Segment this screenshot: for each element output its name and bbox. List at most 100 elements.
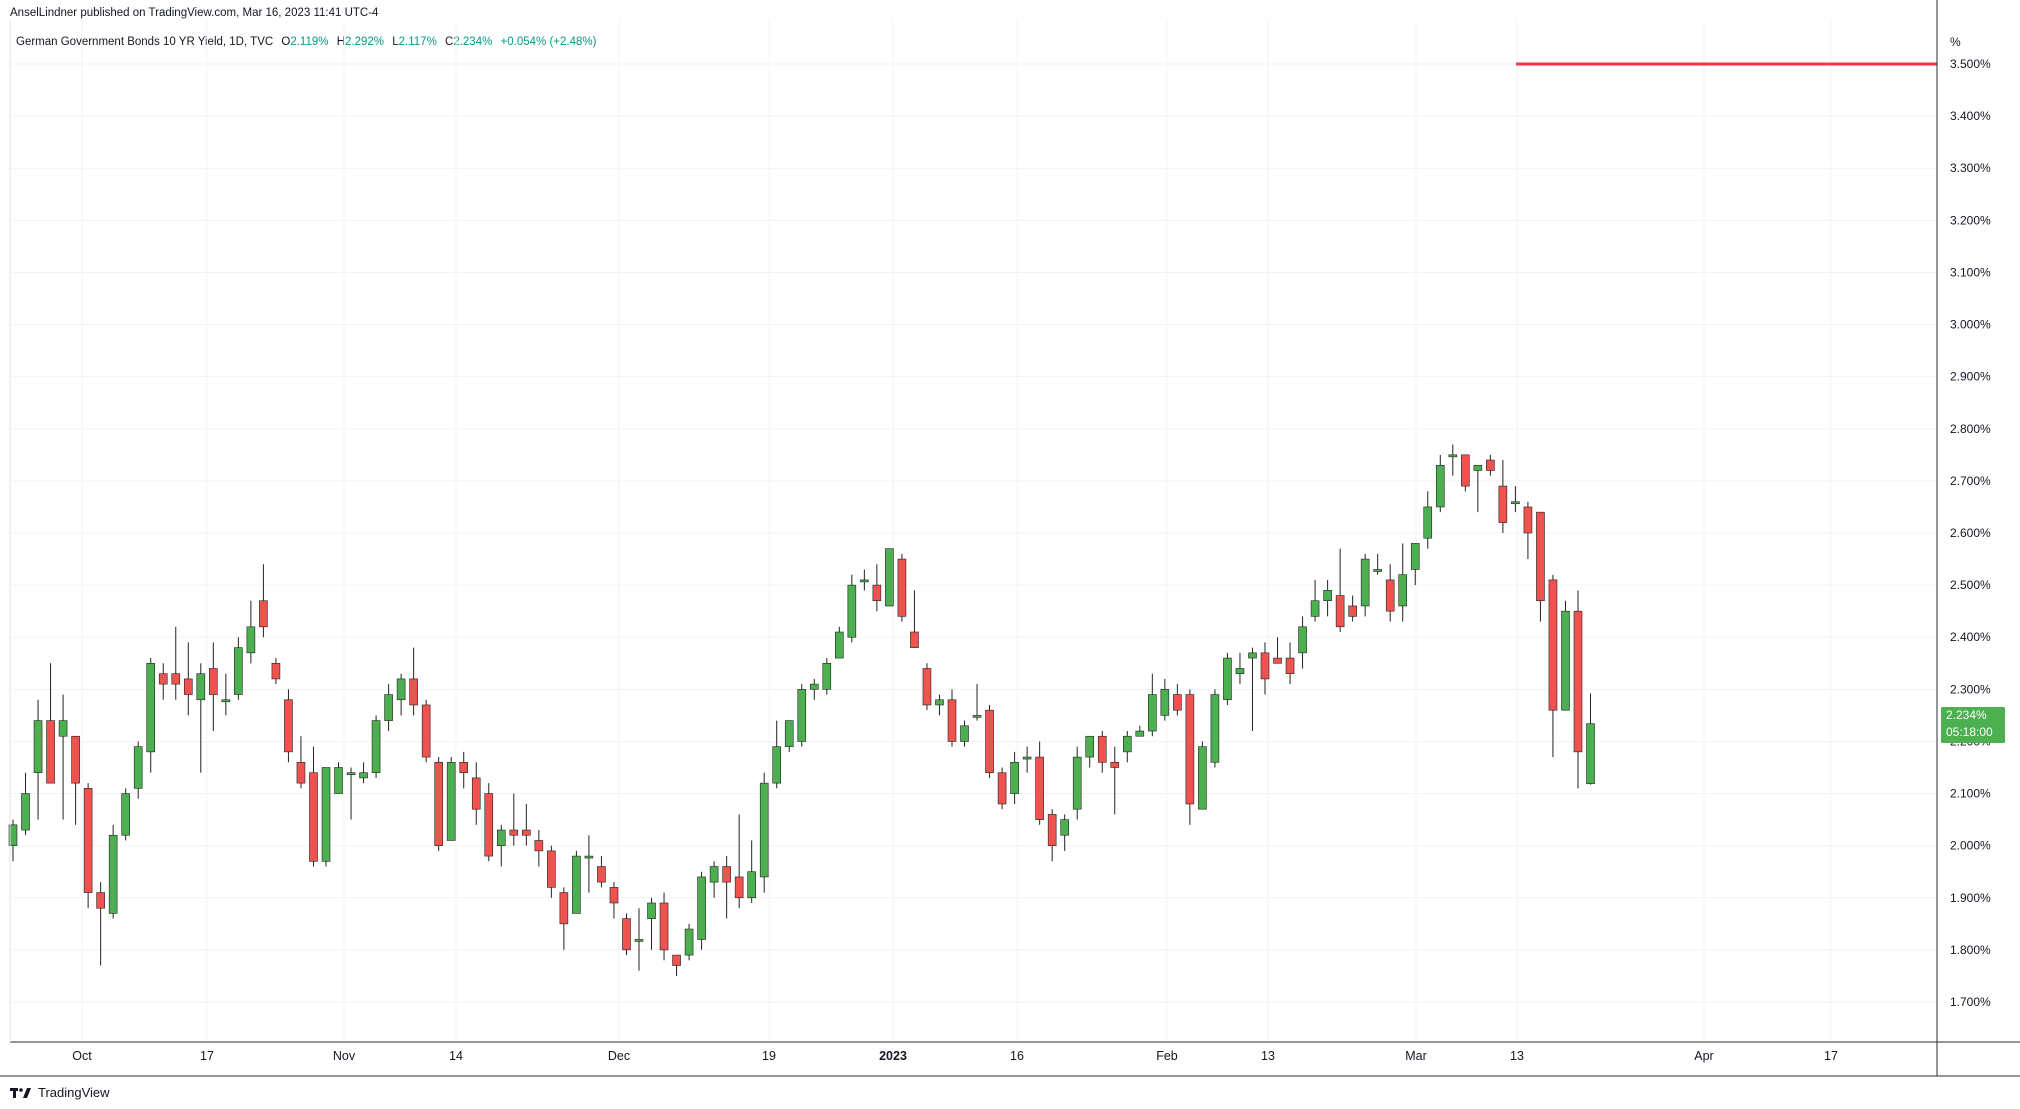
candle-body	[622, 918, 631, 951]
candle-down	[271, 658, 281, 685]
candle-down	[296, 736, 306, 789]
candle-body	[947, 699, 957, 742]
candle-body	[1210, 694, 1220, 763]
x-tick-label: 2023	[879, 1049, 907, 1063]
candle-up	[1085, 735, 1095, 768]
candle-down	[659, 892, 669, 961]
close-value: 2.234%	[453, 36, 493, 48]
candle-up	[8, 819, 18, 862]
candle-body	[547, 850, 556, 888]
candle-down	[1260, 642, 1270, 695]
candle-down	[509, 793, 519, 846]
candle-body	[1461, 454, 1470, 487]
candle-up	[809, 678, 819, 700]
change-value: +0.054% (+2.48%)	[500, 36, 597, 48]
candle-body	[1072, 756, 1082, 810]
x-tick-label: Oct	[72, 1049, 92, 1063]
candle-down	[1185, 689, 1195, 825]
candle-body	[672, 954, 681, 966]
candle-up	[196, 663, 206, 773]
candle-body	[1148, 694, 1157, 732]
candle-down	[1536, 511, 1545, 622]
candle-up	[797, 684, 807, 747]
candle-body	[1548, 579, 1558, 711]
candle-up	[33, 699, 43, 820]
candle-body	[371, 720, 381, 774]
candle-down	[158, 663, 168, 700]
candle-up	[1160, 678, 1170, 721]
low-value: 2.117%	[398, 36, 437, 48]
candle-body	[634, 939, 644, 942]
candle-up	[21, 772, 30, 836]
candle-body	[910, 631, 919, 648]
candle-body	[822, 662, 832, 690]
candle-down	[1097, 731, 1107, 773]
candle-body	[784, 720, 794, 747]
candle-body	[1435, 464, 1445, 508]
candle-body	[484, 793, 494, 857]
candle-body	[1398, 574, 1408, 607]
candle-body	[234, 647, 243, 695]
candle-down	[1047, 809, 1057, 862]
candlestick-chart[interactable]: 1.700%1.800%1.900%2.000%2.100%2.200%2.30…	[0, 0, 2020, 1080]
low-label: L	[392, 36, 399, 48]
candle-body	[196, 673, 206, 701]
candle-body	[1298, 626, 1307, 654]
candle-down	[985, 704, 994, 778]
candle-down	[1285, 642, 1295, 685]
tradingview-footer[interactable]: TradingView	[10, 1085, 110, 1100]
x-tick-label: 17	[200, 1049, 214, 1063]
y-tick-label: 2.300%	[1950, 682, 1991, 696]
open-value: 2.119%	[290, 36, 329, 48]
candle-up	[1248, 647, 1257, 732]
candle-up	[1448, 444, 1458, 476]
candle-down	[46, 663, 55, 784]
candle-body	[1173, 694, 1182, 711]
candle-up	[446, 757, 456, 841]
candle-down	[1573, 590, 1583, 789]
candle-body	[509, 829, 519, 836]
candle-body	[609, 887, 619, 904]
candle-body	[1022, 756, 1032, 760]
candle-up	[246, 600, 256, 664]
candle-up	[847, 574, 857, 643]
candle-body	[534, 840, 544, 852]
candle-up	[784, 720, 794, 752]
candle-up	[321, 767, 331, 867]
candle-body	[1511, 501, 1520, 505]
candle-body	[46, 720, 55, 784]
y-tick-label: 2.400%	[1950, 630, 1991, 644]
candle-up	[146, 658, 156, 773]
candle-body	[935, 699, 944, 706]
candle-up	[496, 824, 506, 867]
close-label: C	[445, 36, 454, 48]
candle-down	[421, 699, 431, 763]
symbol-legend: German Government Bonds 10 YR Yield, 1D,…	[16, 36, 596, 48]
candle-body	[597, 866, 606, 883]
candle-up	[1210, 689, 1220, 768]
candle-up	[1561, 600, 1570, 711]
candle-body	[108, 834, 118, 914]
candle-down	[910, 590, 919, 648]
candle-body	[1248, 652, 1257, 659]
candle-up	[572, 850, 581, 914]
candle-body	[96, 892, 105, 909]
candle-body	[709, 866, 719, 883]
candle-body	[209, 668, 218, 695]
candle-body	[897, 558, 907, 617]
candle-body	[346, 772, 356, 776]
candle-up	[1198, 741, 1207, 810]
candle-up	[772, 720, 782, 789]
candle-up	[1235, 652, 1245, 685]
y-tick-label: 3.100%	[1950, 265, 1991, 279]
candle-down	[547, 845, 556, 898]
y-tick-label: 3.200%	[1950, 213, 1991, 227]
candle-down	[1335, 548, 1345, 633]
candle-body	[1360, 558, 1370, 607]
candle-body	[471, 777, 481, 810]
candles	[8, 444, 1595, 976]
candle-body	[584, 855, 594, 859]
candle-down	[922, 663, 932, 711]
symbol-name[interactable]: German Government Bonds 10 YR Yield, 1D,…	[16, 36, 274, 48]
candle-body	[1473, 464, 1483, 471]
